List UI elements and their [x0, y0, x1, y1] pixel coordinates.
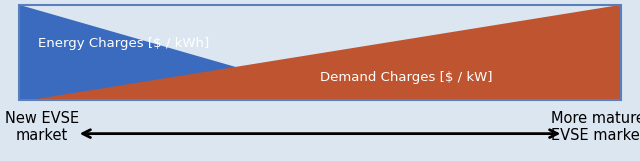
Text: New EVSE
market: New EVSE market — [4, 111, 79, 143]
Text: Demand Charges [$ / kW]: Demand Charges [$ / kW] — [320, 71, 493, 84]
Text: More mature
EVSE market: More mature EVSE market — [551, 111, 640, 143]
Polygon shape — [31, 5, 621, 100]
Polygon shape — [19, 5, 350, 100]
Text: Energy Charges [$ / kWh]: Energy Charges [$ / kWh] — [38, 37, 210, 50]
